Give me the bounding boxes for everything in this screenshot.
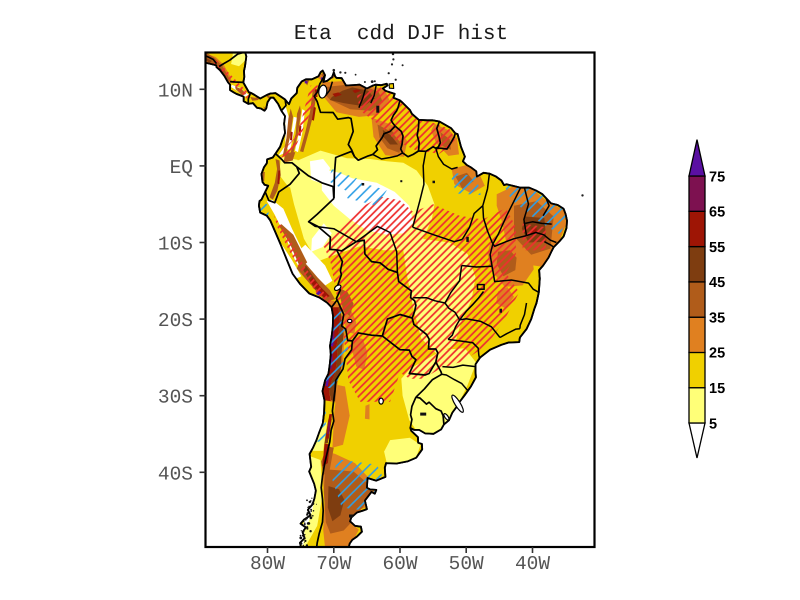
svg-text:EQ: EQ: [170, 157, 193, 179]
svg-text:60W: 60W: [382, 553, 417, 575]
svg-text:65: 65: [709, 205, 725, 221]
svg-text:10N: 10N: [158, 80, 193, 102]
svg-text:50W: 50W: [449, 553, 484, 575]
svg-text:5: 5: [709, 416, 717, 432]
svg-text:10S: 10S: [158, 234, 193, 256]
svg-text:70W: 70W: [316, 553, 351, 575]
svg-text:35: 35: [709, 311, 725, 327]
svg-text:Eta cdd DJF hist: Eta cdd DJF hist: [294, 23, 508, 46]
svg-text:55: 55: [709, 240, 725, 256]
svg-text:15: 15: [709, 381, 725, 397]
svg-text:40W: 40W: [515, 553, 550, 575]
svg-text:40S: 40S: [158, 463, 193, 485]
svg-text:45: 45: [709, 275, 725, 291]
svg-text:25: 25: [709, 346, 725, 362]
svg-text:30S: 30S: [158, 387, 193, 409]
svg-text:20S: 20S: [158, 310, 193, 332]
svg-text:80W: 80W: [250, 553, 285, 575]
svg-text:75: 75: [709, 169, 725, 185]
